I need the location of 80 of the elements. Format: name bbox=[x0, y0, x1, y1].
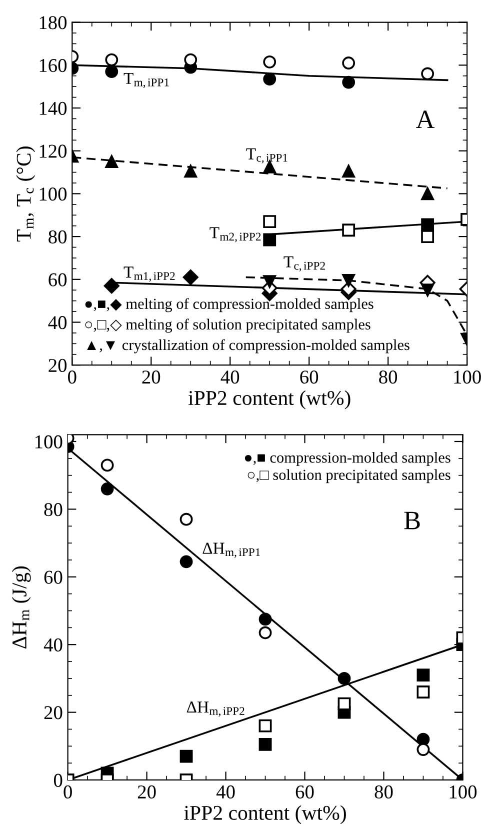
x-tick-label: 20 bbox=[142, 370, 160, 384]
x-tick-label: 60 bbox=[296, 785, 314, 799]
x-tick-label: 20 bbox=[138, 785, 156, 799]
y-tick-label: 40 bbox=[48, 316, 67, 330]
annotation: ○,□ solution precipitated samples bbox=[248, 469, 450, 484]
point bbox=[421, 218, 434, 232]
y-tick-label: 100 bbox=[36, 435, 62, 448]
x-tick-label: 0 bbox=[68, 370, 76, 384]
annotation: T$_{m,iPP1}$ bbox=[124, 72, 169, 88]
point bbox=[263, 233, 276, 246]
y-axis-title: ΔH$_{m}$ (J/g) bbox=[12, 566, 31, 649]
x-axis-title: iPP2 content (wt%) bbox=[188, 390, 350, 410]
x-tick-label: 40 bbox=[220, 370, 240, 384]
point bbox=[104, 278, 120, 294]
x-tick-label: 100 bbox=[454, 370, 481, 384]
x-tick-label: 40 bbox=[216, 785, 235, 799]
annotation: B bbox=[404, 512, 420, 530]
point bbox=[180, 750, 193, 763]
x-axis-title: iPP2 content (wt%) bbox=[184, 805, 346, 824]
point bbox=[421, 187, 434, 200]
point bbox=[342, 76, 356, 89]
y-tick-label: 60 bbox=[44, 570, 62, 584]
annotation: T$_{c,iPP2}$ bbox=[284, 256, 325, 272]
point bbox=[416, 743, 430, 756]
y-tick-label: 100 bbox=[40, 188, 67, 201]
y-tick-label: 0 bbox=[54, 774, 62, 787]
y-tick-label: 20 bbox=[44, 706, 62, 720]
x-tick-label: 80 bbox=[379, 370, 398, 384]
point bbox=[180, 555, 193, 568]
y-tick-label: 40 bbox=[44, 638, 62, 652]
annotation: ΔH$_{m,iPP2}$ bbox=[186, 702, 244, 717]
point bbox=[258, 719, 272, 732]
point bbox=[421, 67, 434, 80]
point bbox=[263, 72, 276, 86]
annotation: ●,■,◆ melting of compression-molded samples bbox=[85, 298, 374, 312]
y-tick-label: 80 bbox=[44, 503, 62, 516]
y-tick-label: 180 bbox=[40, 16, 67, 30]
y-tick-label: 80 bbox=[48, 230, 67, 244]
x-tick-label: 100 bbox=[450, 785, 477, 799]
x-tick-label: 60 bbox=[300, 370, 318, 384]
y-tick-label: 60 bbox=[48, 273, 67, 286]
point bbox=[342, 56, 356, 70]
point bbox=[258, 738, 272, 751]
point bbox=[100, 482, 114, 496]
point bbox=[342, 224, 356, 237]
point bbox=[342, 274, 356, 287]
annotation: ○,□,◇ melting of solution precipitated samples bbox=[85, 318, 370, 333]
point bbox=[263, 215, 276, 228]
annotation: ●,■ compression-molded samples bbox=[244, 452, 450, 466]
point bbox=[180, 512, 193, 526]
point bbox=[105, 53, 118, 66]
y-tick-label: 120 bbox=[40, 144, 67, 158]
point bbox=[105, 155, 118, 168]
annotation: A bbox=[416, 110, 435, 128]
point bbox=[421, 284, 434, 297]
point bbox=[416, 668, 430, 682]
point bbox=[416, 686, 430, 698]
point bbox=[184, 53, 198, 66]
annotation: T$_{m1,iPP2}$ bbox=[124, 266, 175, 282]
annotation: ▲,▼ crystallization of compression-molded samples bbox=[87, 339, 410, 354]
y-tick-label: 20 bbox=[48, 358, 67, 372]
point bbox=[258, 612, 272, 626]
y-tick-label: 140 bbox=[40, 102, 67, 115]
point bbox=[263, 275, 276, 288]
x-tick-label: 80 bbox=[374, 785, 393, 799]
y-tick-label: 160 bbox=[40, 58, 67, 72]
point bbox=[338, 697, 351, 710]
point bbox=[100, 458, 114, 472]
annotation: ΔH$_{m,iPP1}$ bbox=[202, 542, 260, 558]
point bbox=[338, 672, 351, 685]
point bbox=[184, 164, 198, 178]
point bbox=[342, 164, 356, 178]
point bbox=[263, 55, 276, 68]
y-axis-title: T$_{m}$, T$_{c}$ (°C) bbox=[16, 146, 36, 242]
point bbox=[421, 230, 434, 244]
point bbox=[258, 626, 272, 640]
annotation: T$_{c,iPP1}$ bbox=[246, 148, 288, 164]
annotation: T$_{m2,iPP2}$ bbox=[210, 227, 261, 242]
point bbox=[105, 65, 118, 78]
point bbox=[182, 269, 198, 286]
